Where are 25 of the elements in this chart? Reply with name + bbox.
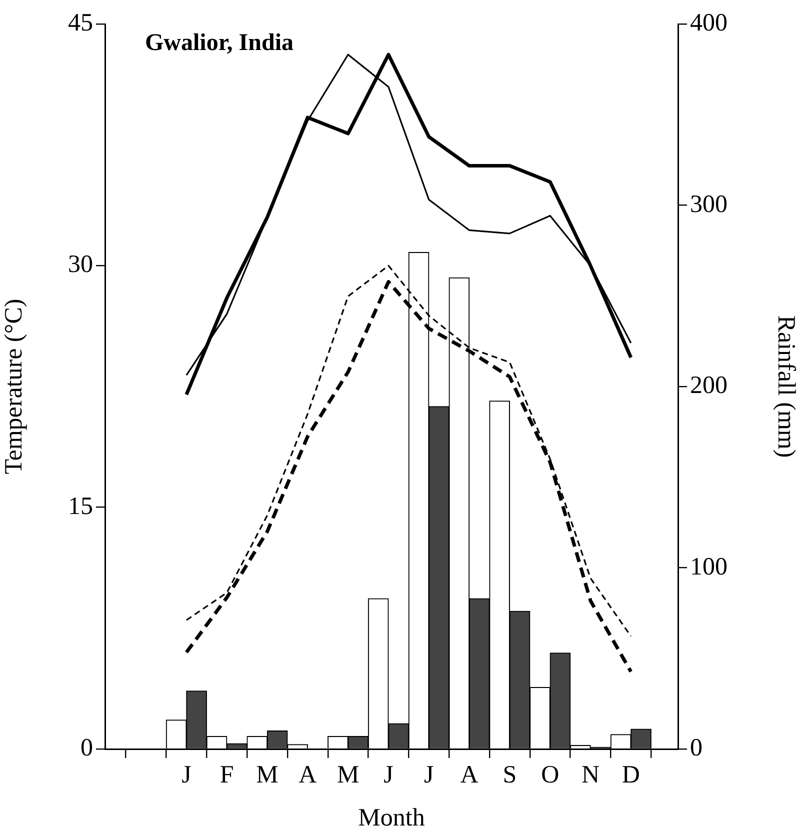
- y-tick-label: 15: [68, 492, 93, 520]
- x-tick-label: N: [581, 762, 600, 789]
- y-tick-label: 30: [68, 251, 93, 278]
- y2-tick-label: 300: [690, 190, 728, 218]
- x-tick-label: S: [502, 762, 517, 789]
- x-tick-label: M: [336, 762, 360, 789]
- x-tick-label: O: [541, 762, 560, 789]
- x-tick-label: J: [424, 762, 434, 789]
- y-axis-title: Temperature (°C): [0, 298, 28, 474]
- y2-axis-title: Rainfall (mm): [772, 315, 800, 458]
- y2-tick-label: 400: [690, 10, 728, 37]
- y-tick-label: 45: [68, 10, 93, 37]
- x-tick-label: M: [256, 762, 278, 789]
- x-tick-label: A: [460, 762, 478, 789]
- x-axis-title: Month: [358, 804, 426, 832]
- x-tick-label: A: [298, 762, 317, 789]
- chart-title: Gwalior, India: [145, 30, 294, 56]
- y-tick-label: 0: [80, 734, 93, 762]
- y2-tick-label: 0: [690, 734, 702, 762]
- x-tick-label: D: [622, 762, 640, 789]
- y2-tick-label: 200: [690, 372, 728, 400]
- x-tick-label: F: [220, 762, 234, 789]
- x-tick-label: J: [182, 762, 192, 789]
- x-tick-label: J: [384, 762, 394, 789]
- y2-tick-label: 100: [690, 553, 728, 580]
